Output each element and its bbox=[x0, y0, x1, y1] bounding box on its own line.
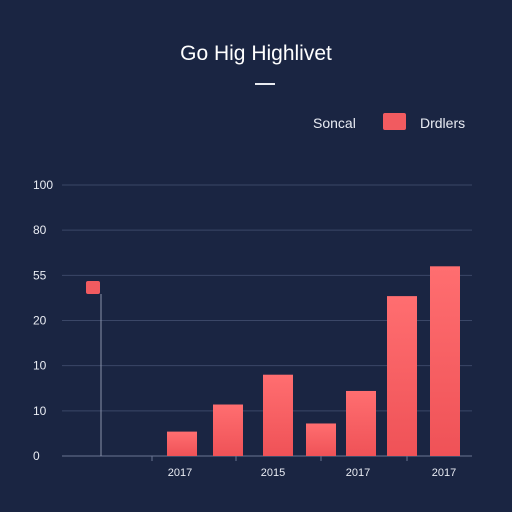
x-tick-label: 2017 bbox=[346, 467, 370, 479]
y-tick-label: 0 bbox=[33, 449, 40, 463]
legend-swatch bbox=[383, 113, 406, 130]
chart-title: Go Hig Highlivet bbox=[180, 42, 332, 65]
legend-label-soncal: Soncal bbox=[313, 115, 356, 131]
marker bbox=[86, 280, 102, 456]
y-tick-label: 20 bbox=[33, 314, 47, 328]
x-tick-label: 2017 bbox=[432, 467, 456, 479]
x-tick-label: 2015 bbox=[261, 467, 285, 479]
y-tick-label: 10 bbox=[33, 404, 47, 418]
bar bbox=[167, 431, 197, 456]
bar bbox=[213, 404, 243, 456]
marker-point bbox=[86, 280, 100, 294]
x-axis-ticks: 2017 2015 2017 2017 bbox=[151, 456, 456, 479]
bar bbox=[346, 390, 376, 456]
y-tick-label: 55 bbox=[33, 268, 47, 282]
bar bbox=[263, 374, 293, 456]
bar bbox=[306, 423, 336, 456]
title-underline bbox=[255, 83, 275, 85]
bar bbox=[387, 296, 417, 456]
y-tick-label: 100 bbox=[33, 178, 53, 192]
y-tick-label: 10 bbox=[33, 359, 47, 373]
legend-label-drdlers: Drdlers bbox=[420, 115, 466, 131]
y-tick-label: 80 bbox=[33, 223, 47, 237]
x-tick-label: 2017 bbox=[168, 467, 192, 479]
bar bbox=[430, 266, 460, 456]
bars bbox=[167, 266, 460, 456]
